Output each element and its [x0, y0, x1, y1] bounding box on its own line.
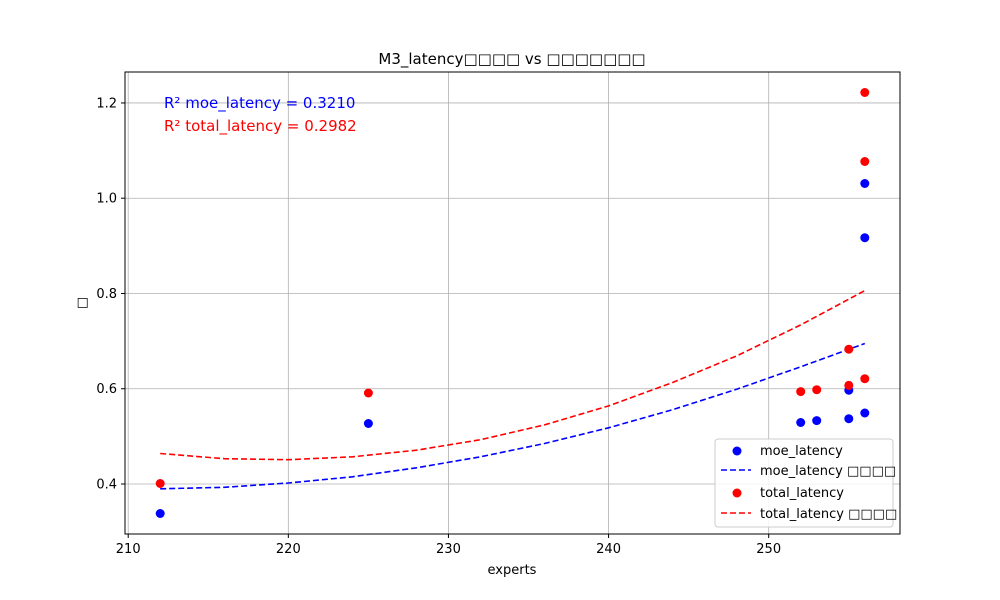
scatter-point: [860, 88, 870, 97]
y-tick-label: 0.6: [96, 382, 117, 397]
y-axis-label: □: [75, 297, 90, 309]
r2-total-annotation: R² total_latency = 0.2982: [164, 117, 357, 136]
fit-curve-line: [160, 289, 866, 461]
x-axis-label: experts: [488, 563, 537, 578]
scatter-point: [860, 374, 870, 384]
scatter-point: [812, 416, 822, 426]
chart-title: M3_latency□□□□ vs □□□□□□□: [378, 50, 645, 69]
legend: moe_latency moe_latency □□□□ total_laten…: [714, 438, 897, 528]
scatter-point: [860, 179, 870, 188]
legend-label-moe-latency: moe_latency: [760, 444, 843, 459]
scatter-point: [363, 388, 373, 398]
scatter-point: [860, 157, 870, 166]
x-tick-label: 240: [596, 542, 621, 557]
fit-curves: [160, 289, 866, 490]
x-tick-label: 250: [756, 542, 781, 557]
grid-lines: [125, 72, 900, 534]
scatter-point: [363, 419, 373, 428]
scatter-point: [155, 509, 165, 518]
scatter-point: [155, 479, 165, 488]
scatter-point: [844, 414, 854, 424]
legend-label-moe-fit: moe_latency □□□□: [760, 464, 896, 479]
scatter-point: [796, 387, 806, 397]
y-tick-label: 0.4: [96, 477, 117, 492]
scatter-point: [860, 408, 870, 418]
legend-label-total-latency: total_latency: [760, 486, 844, 501]
x-tick-label: 220: [276, 542, 301, 557]
scatter-point: [812, 385, 822, 395]
x-tick-label: 210: [116, 542, 141, 557]
scatter-point: [860, 233, 870, 243]
r2-moe-annotation: R² moe_latency = 0.3210: [164, 94, 355, 113]
scatter-point: [796, 418, 806, 427]
scatter-point: [844, 380, 854, 390]
scatter-point: [844, 344, 854, 354]
legend-box: [714, 438, 894, 528]
legend-label-total-fit: total_latency □□□□: [760, 507, 897, 522]
plot-frame: [124, 71, 901, 535]
legend-marker-total-latency: [732, 488, 742, 498]
y-tick-label: 0.8: [96, 287, 117, 302]
y-tick-label: 1.2: [96, 96, 117, 111]
axis-ticks: 210 220 230 240 250 0.4 0.6 0.8 1.0 1.2: [96, 96, 781, 557]
y-tick-label: 1.0: [96, 192, 117, 207]
fit-curve-line: [160, 342, 866, 490]
legend-marker-moe-latency: [732, 446, 742, 456]
x-tick-label: 230: [436, 542, 461, 557]
data-points: [155, 88, 870, 518]
